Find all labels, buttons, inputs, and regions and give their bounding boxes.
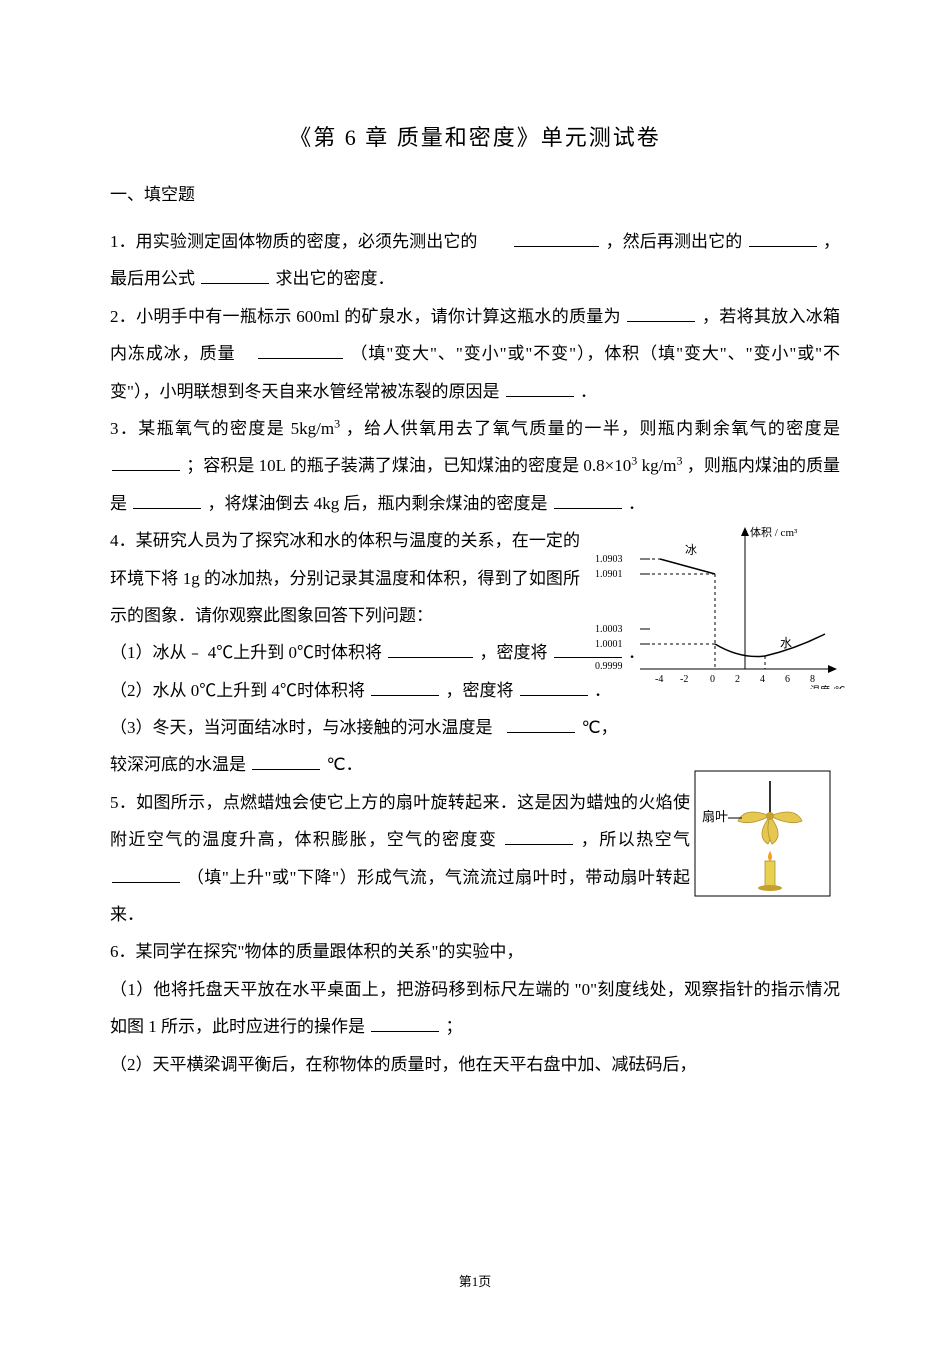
q5-blank <box>112 865 180 883</box>
chart-ytick: 0.9999 <box>595 661 623 672</box>
q1-text: ，然后再测出它的 <box>606 232 743 251</box>
question-2: 2．小明手中有一瓶标示 600ml 的矿泉水，请你计算这瓶水的质量为 ，若将其放… <box>110 298 840 410</box>
q4-s3-text: （3）冬天，当河面结冰时，与冰接触的河水温度是 <box>110 718 493 737</box>
chart-ytick: 1.0001 <box>595 639 623 650</box>
q3-blank-2 <box>133 491 201 509</box>
question-6: 6．某同学在探究"物体的质量跟体积的关系"的实验中， （1）他将托盘天平放在水平… <box>110 933 840 1083</box>
q3-text: ． <box>628 494 645 513</box>
q2-blank-3 <box>506 379 574 397</box>
q4-s2-text: （2）水从 0℃上升到 4℃时体积将 <box>110 681 365 700</box>
chart-xtick: 8 <box>810 674 815 685</box>
q4-blank <box>252 752 320 770</box>
question-5: 扇叶 5．如图所示，点燃蜡烛会使它上方的扇叶旋转起来．这是因为蜡烛的火焰使附近空… <box>110 784 840 934</box>
question-4: 体积 / cm³ 1.0903 1.0901 1.0003 1.0001 0.9… <box>110 522 840 784</box>
fan-candle-figure: 扇叶 <box>690 766 835 901</box>
q4-s1-text: （1）冰从﹣ 4℃上升到 0℃时体积将 <box>110 643 382 662</box>
q3-blank-1 <box>112 453 180 471</box>
chart-ice-label: 冰 <box>685 543 697 557</box>
q1-blank-2 <box>749 229 817 247</box>
q1-blank-3 <box>201 266 269 284</box>
q2-text: ． <box>580 382 597 401</box>
q4-blank <box>371 678 439 696</box>
q3-sup: 3 <box>631 454 637 468</box>
q6-sub1: （1）他将托盘天平放在水平桌面上，把游码移到标尺左端的 "0"刻度线处，观察指针… <box>110 971 840 1046</box>
q4-s2-text: ，密度将 <box>446 681 514 700</box>
q4-blank <box>388 640 473 658</box>
q6-blank <box>371 1014 439 1032</box>
chart-xtick: -2 <box>680 674 688 685</box>
page-number: 第1页 <box>0 1271 950 1290</box>
content-body: 1．用实验测定固体物质的密度，必须先测出它的 ，然后再测出它的 ，最后用公式 求… <box>110 223 840 1083</box>
q4-blank <box>507 715 575 733</box>
question-1: 1．用实验测定固体物质的密度，必须先测出它的 ，然后再测出它的 ，最后用公式 求… <box>110 223 840 298</box>
volume-temp-chart: 体积 / cm³ 1.0903 1.0901 1.0003 1.0001 0.9… <box>585 524 845 689</box>
q1-text: 1．用实验测定固体物质的密度，必须先测出它的 <box>110 232 478 251</box>
chart-ytick: 1.0901 <box>595 569 623 580</box>
section-heading: 一、填空题 <box>110 180 840 205</box>
q4-s3-text: 较深河底的水温是 <box>110 755 246 774</box>
q3-text: ，给人供氧用去了氧气质量的一半，则瓶内剩余氧气的密度是 <box>346 419 840 438</box>
q4-intro: 4．某研究人员为了探究冰和水的体积与温度的关系，在一定的环境下将 1g 的冰加热… <box>110 522 580 634</box>
chart-xtick: 4 <box>760 674 765 685</box>
q4-s3-text: ℃． <box>327 755 363 774</box>
q1-text: 求出它的密度． <box>276 269 395 288</box>
q6-intro: 6．某同学在探究"物体的质量跟体积的关系"的实验中， <box>110 933 840 970</box>
q5-blank <box>505 827 573 845</box>
q2-blank-2 <box>258 341 343 359</box>
q4-s3-text: ℃， <box>582 718 618 737</box>
q5-text: （填"上升"或"下降"）形成气流，气流流过扇叶时，带动扇叶转起来． <box>110 868 690 924</box>
chart-ylabel: 体积 / cm³ <box>750 525 798 539</box>
chart-xtick: 6 <box>785 674 790 685</box>
q5-text: ，所以热空气 <box>581 830 690 849</box>
q5-text-wrapped: 5．如图所示，点燃蜡烛会使它上方的扇叶旋转起来．这是因为蜡烛的火焰使附近空气的温… <box>110 784 690 934</box>
chart-xtick: 0 <box>710 674 715 685</box>
fan-label: 扇叶 <box>702 809 728 824</box>
chart-water-label: 水 <box>780 636 792 650</box>
chart-xtick: -4 <box>655 674 663 685</box>
q4-blank <box>520 678 588 696</box>
question-3: 3．某瓶氧气的密度是 5kg/m3 ，给人供氧用去了氧气质量的一半，则瓶内剩余氧… <box>110 410 840 522</box>
page-title: 《第 6 章 质量和密度》单元测试卷 <box>110 120 840 152</box>
q4-sub3: （3）冬天，当河面结冰时，与冰接触的河水温度是 ℃， <box>110 709 840 746</box>
q3-sup: 3 <box>334 416 340 430</box>
chart-xlabel: 温度 /℃ <box>810 684 845 689</box>
q1-blank-1 <box>514 229 599 247</box>
chart-ytick: 1.0003 <box>595 624 623 635</box>
q2-text: 2．小明手中有一瓶标示 600ml 的矿泉水，请你计算这瓶水的质量为 <box>110 307 621 326</box>
q6-s1-text: ； <box>446 1017 463 1036</box>
chart-xtick: 2 <box>735 674 740 685</box>
chart-ytick: 1.0903 <box>595 554 623 565</box>
q3-blank-3 <box>554 491 622 509</box>
q3-text: kg/m <box>642 456 677 475</box>
q3-text: 3．某瓶氧气的密度是 5kg/m <box>110 419 334 438</box>
q3-text: ，将煤油倒去 4kg 后，瓶内剩余煤油的密度是 <box>208 494 548 513</box>
q3-text: ；容积是 10L 的瓶子装满了煤油，已知煤油的密度是 0.8×10 <box>186 456 631 475</box>
q6-sub2: （2）天平横梁调平衡后，在称物体的质量时，他在天平右盘中加、减砝码后， <box>110 1046 840 1083</box>
q6-s1-text: （1）他将托盘天平放在水平桌面上，把游码移到标尺左端的 "0"刻度线处，观察指针… <box>110 980 840 1036</box>
q3-sup: 3 <box>677 454 683 468</box>
q2-blank-1 <box>627 304 695 322</box>
q4-s1-text: ，密度将 <box>480 643 548 662</box>
